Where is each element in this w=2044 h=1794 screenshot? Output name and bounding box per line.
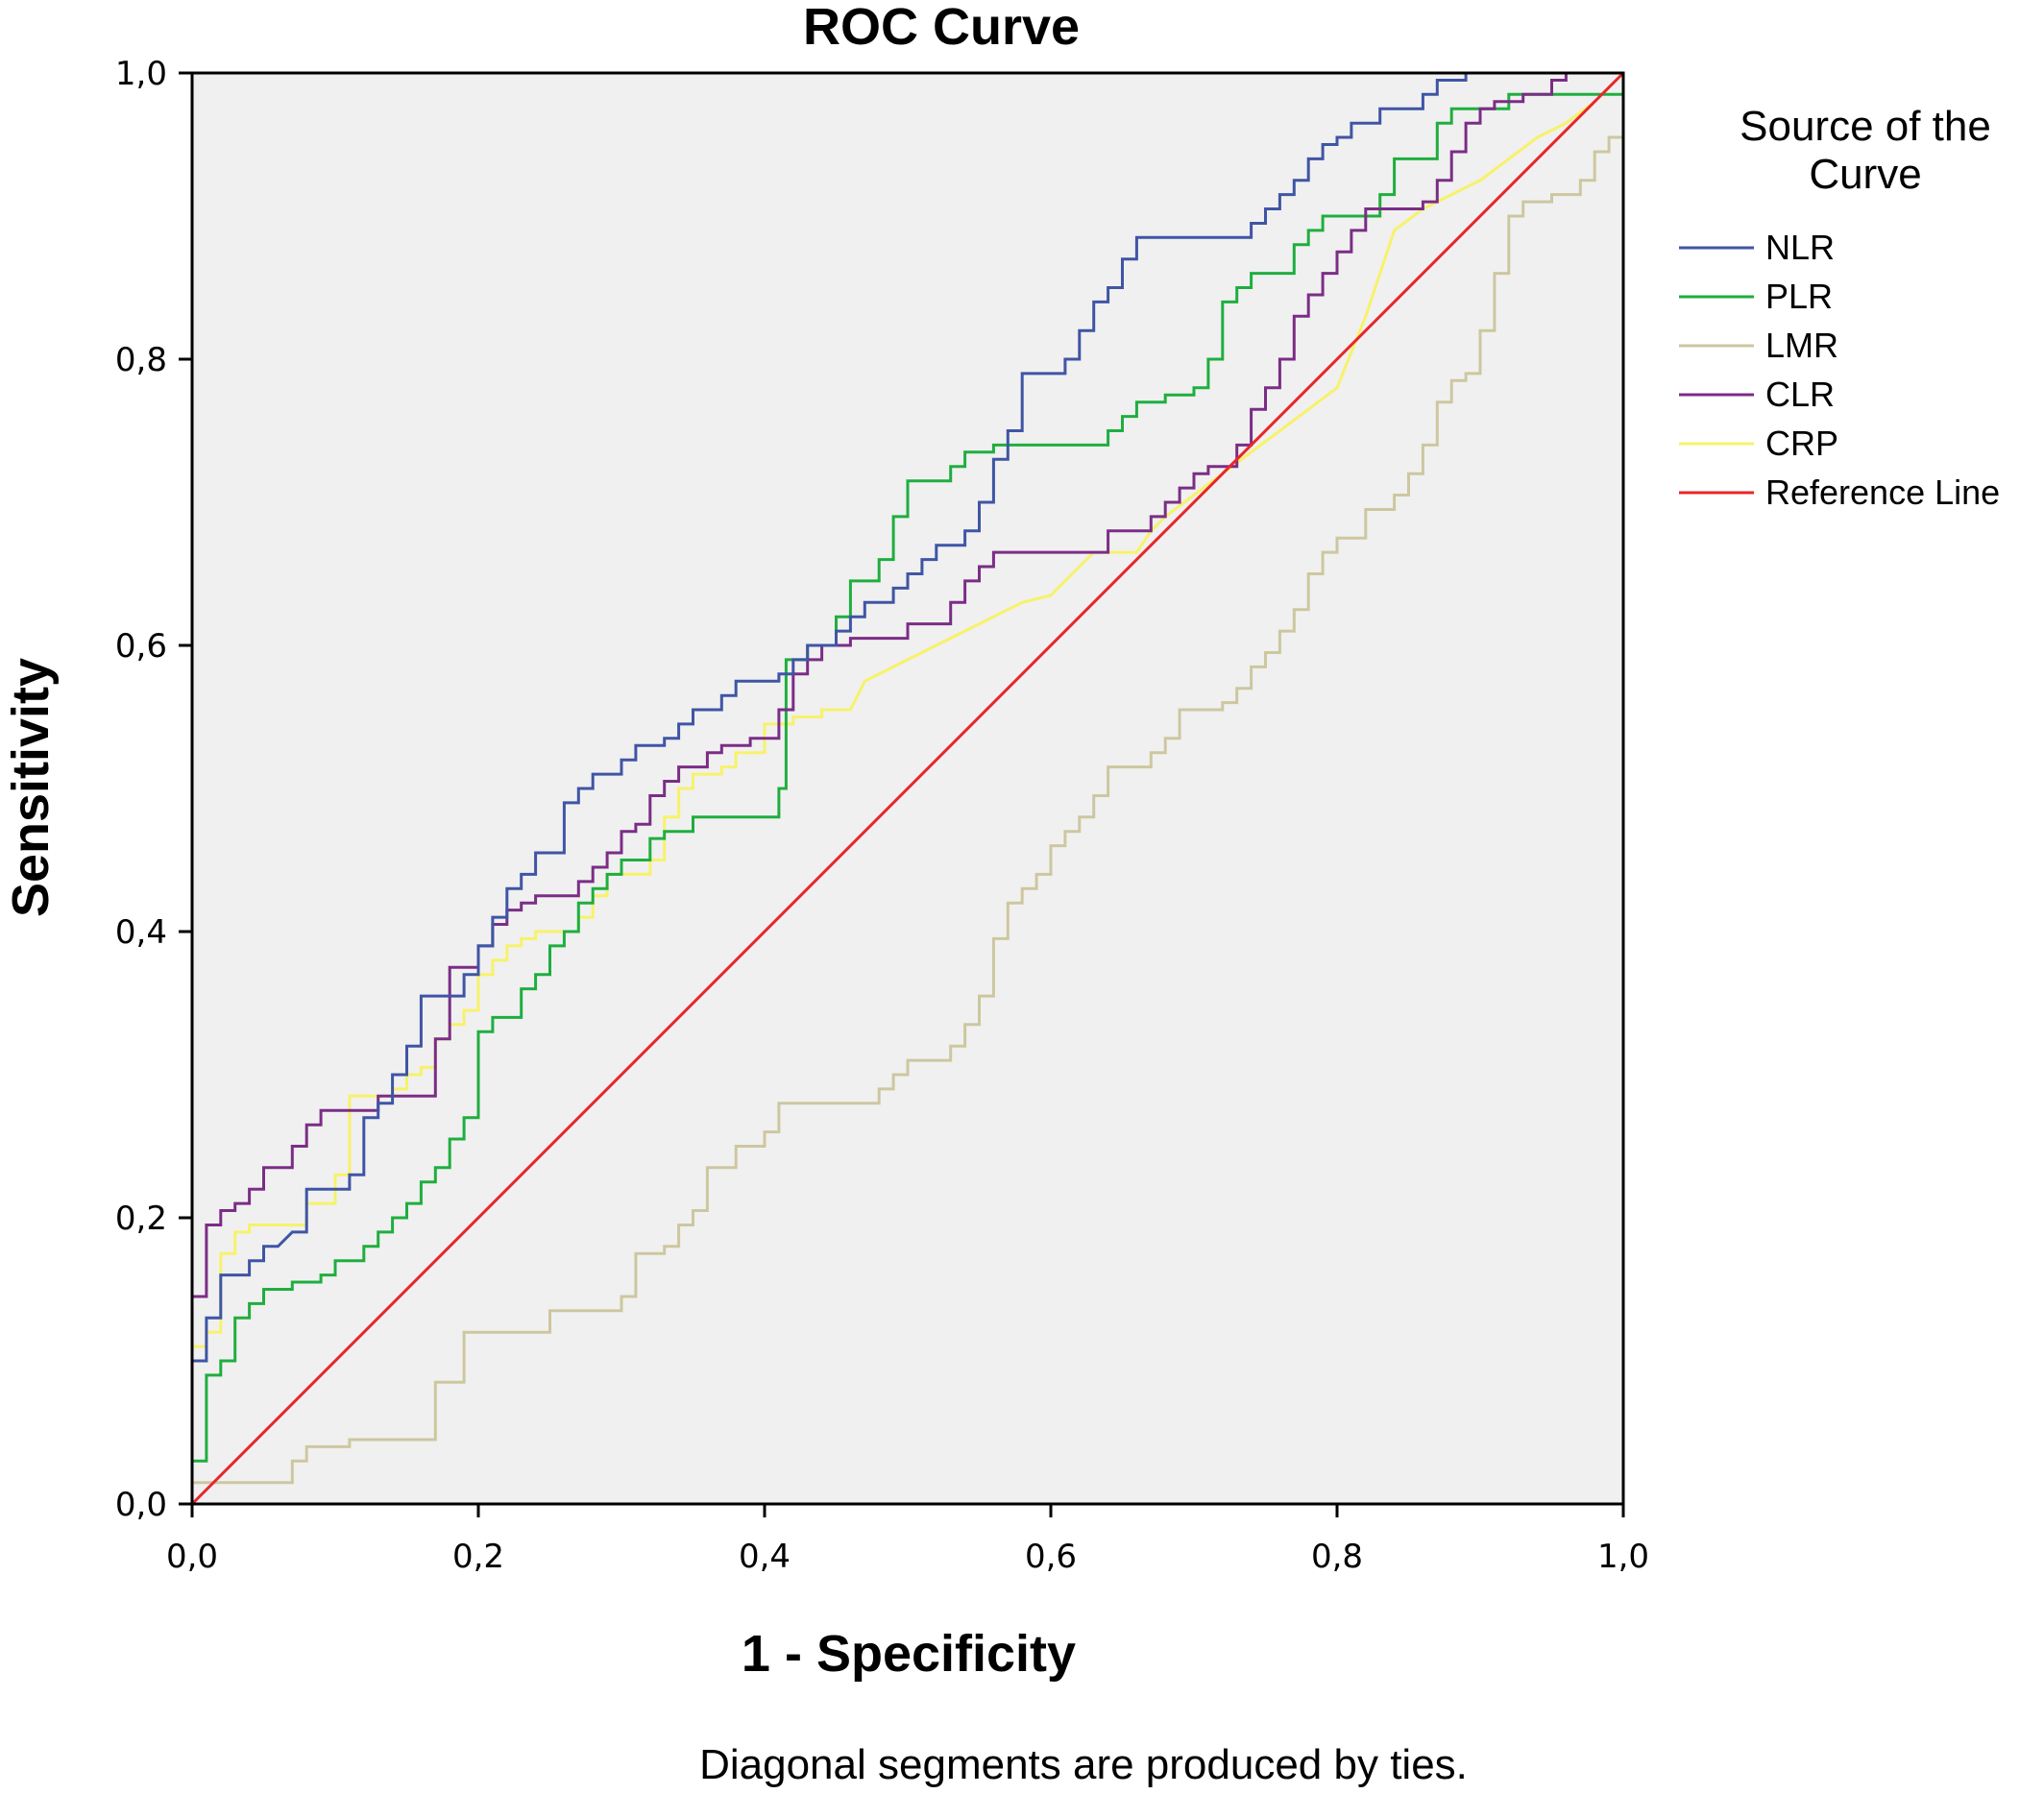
- x-tick-label: 0,4: [739, 1538, 791, 1576]
- series-line-crp: [190, 71, 1625, 1504]
- x-tick-label: 0,0: [166, 1538, 218, 1576]
- y-tick-label: 0,0: [115, 1486, 167, 1524]
- legend-item-reference-line: Reference Line: [1679, 473, 2000, 512]
- x-tick-label: 0,8: [1311, 1538, 1363, 1576]
- y-tick-label: 0,6: [115, 627, 167, 666]
- y-axis-label: Sensitivity: [2, 658, 60, 917]
- series-line-plr: [190, 92, 1623, 1504]
- chart-title: ROC Curve: [803, 0, 1080, 56]
- legend-items: NLR PLR LMR CLR CRP Reference Line: [1679, 228, 2000, 512]
- legend-item-clr: CLR: [1679, 375, 1835, 414]
- legend-label: LMR: [1765, 326, 1838, 365]
- legend-item-lmr: LMR: [1679, 326, 1838, 365]
- legend-item-plr: PLR: [1679, 277, 1833, 316]
- y-tick-label: 0,8: [115, 341, 167, 379]
- x-axis: 0,0 0,2 0,4 0,6 0,8 1,0: [166, 1504, 1649, 1576]
- legend-item-nlr: NLR: [1679, 228, 1835, 267]
- legend-label: CLR: [1765, 375, 1835, 414]
- x-tick-label: 0,6: [1025, 1538, 1077, 1576]
- y-tick-label: 0,4: [115, 913, 167, 952]
- x-tick-label: 0,2: [452, 1538, 504, 1576]
- x-tick-label: 1,0: [1597, 1538, 1649, 1576]
- series-line-nlr: [190, 71, 1623, 1504]
- y-tick-label: 0,2: [115, 1200, 167, 1238]
- legend-title-line-2: Curve: [1809, 151, 1921, 198]
- series-layer: [190, 71, 1625, 1506]
- y-tick-label: 1,0: [115, 55, 167, 93]
- plot-frame: [190, 71, 1625, 1506]
- series-line-reference-line: [190, 71, 1625, 1506]
- legend-label: PLR: [1765, 277, 1833, 316]
- legend-label: CRP: [1765, 424, 1838, 463]
- series-line-lmr: [190, 135, 1623, 1504]
- legend-label: NLR: [1765, 228, 1835, 267]
- x-axis-label: 1 - Specificity: [742, 1625, 1076, 1683]
- legend-label: Reference Line: [1765, 473, 2000, 512]
- footnote: Diagonal segments are produced by ties.: [699, 1741, 1468, 1788]
- y-axis: 0,0 0,2 0,4 0,6 0,8 1,0: [115, 55, 192, 1524]
- legend-item-crp: CRP: [1679, 424, 1838, 463]
- legend: Source of the Curve NLR PLR LMR CLR CRP Refer…: [1679, 103, 2000, 512]
- legend-title-line-1: Source of the: [1740, 103, 1991, 150]
